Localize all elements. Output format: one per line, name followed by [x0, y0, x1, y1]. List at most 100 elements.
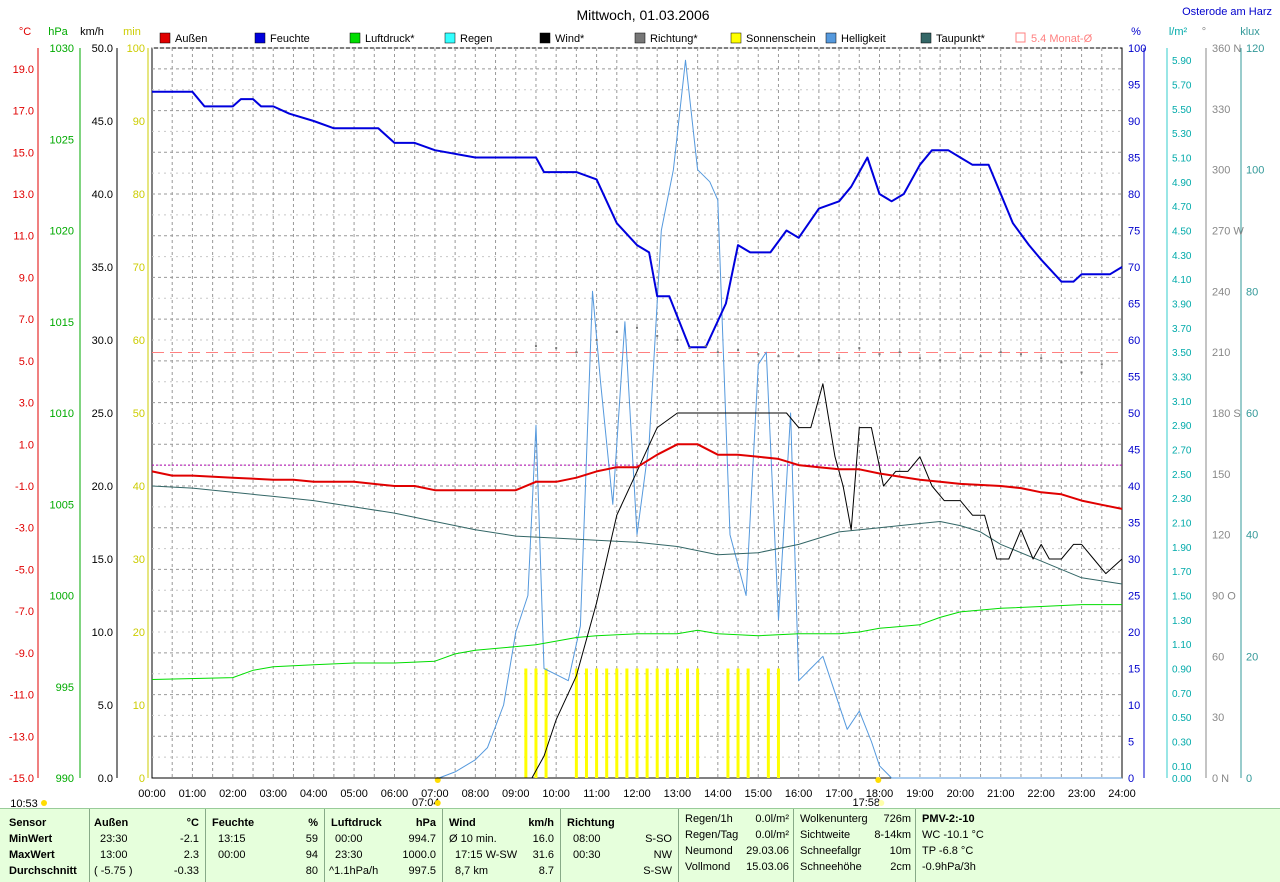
hpa-tick-label: 1025 [50, 134, 74, 146]
time-tick-label: 15:00 [744, 788, 772, 800]
time-tick-label: 22:00 [1027, 788, 1055, 800]
deg-tick-label: 150 [1212, 469, 1230, 481]
stats-time: 23:30 [100, 833, 128, 845]
temp-tick-label: -7.0 [15, 606, 34, 618]
stats-value: 1000.0 [402, 849, 436, 861]
deg-tick-label: 360 N [1212, 43, 1241, 55]
sunshine-bar [534, 668, 538, 778]
pct-tick-label: 80 [1128, 189, 1140, 201]
stats-label: Schneefallgr [800, 845, 862, 857]
stats-feuchte: Feuchte % 13:15 59 00:00 94 80 [205, 809, 324, 882]
direction-point [757, 353, 760, 356]
temp-tick-label: 17.0 [13, 106, 34, 118]
pct-tick-label: 55 [1128, 372, 1140, 384]
stats-unit: km/h [528, 817, 554, 829]
lm2-tick-label: 4.50 [1172, 227, 1192, 238]
min-tick-label: 0 [139, 773, 145, 785]
direction-point [858, 347, 861, 350]
direction-point [939, 359, 942, 362]
stats-panel: Sensor MinWert MaxWert Durchschnitt Auße… [0, 808, 1280, 882]
temp-tick-label: 11.0 [13, 231, 34, 243]
legend-swatch [159, 32, 171, 44]
legend-label: 5.4 Monat-Ø [1031, 33, 1093, 45]
pct-tick-label: 50 [1128, 408, 1140, 420]
pct-tick-label: 70 [1128, 262, 1140, 274]
deg-tick-label: 330 [1212, 104, 1230, 116]
pct-tick-label: 85 [1128, 153, 1140, 165]
legend-swatch [349, 32, 361, 44]
axis-unit-label: hPa [48, 26, 68, 38]
min-tick-label: 40 [133, 481, 145, 493]
stats-unit: % [308, 817, 318, 829]
stats-value: 10m [889, 845, 911, 857]
stats-regen: Regen/1h 0.0l/m² Regen/Tag 0.0l/m² Neumo… [678, 809, 793, 882]
pct-tick-label: 45 [1128, 445, 1140, 457]
direction-point [918, 357, 921, 360]
lm2-tick-label: 2.10 [1172, 519, 1192, 530]
sunshine-bar [766, 668, 770, 778]
stats-label: Regen/1h [685, 813, 733, 825]
lm2-tick-label: 2.50 [1172, 470, 1192, 481]
direction-point [534, 345, 537, 348]
stats-value: 994.7 [408, 833, 436, 845]
klux-tick-label: 100 [1246, 165, 1264, 177]
legend-label: Feuchte [270, 33, 310, 45]
hpa-tick-label: 1015 [50, 317, 74, 329]
direction-point [636, 326, 638, 329]
stats-value: 31.6 [532, 849, 554, 861]
deg-tick-label: 30 [1212, 712, 1224, 724]
legend-label: Sonnenschein [746, 33, 816, 45]
sunshine-bar [645, 668, 649, 778]
temp-tick-label: 19.0 [13, 64, 34, 76]
sunshine-bar [675, 668, 679, 778]
hpa-tick-label: 1030 [50, 43, 74, 55]
sunshine-bar [686, 668, 690, 778]
stats-value: 16.0 [532, 833, 554, 845]
deg-tick-label: 180 S [1212, 408, 1241, 420]
time-tick-label: 00:00 [138, 788, 166, 800]
legend-swatch [444, 32, 456, 44]
time-tick-label: 10:00 [542, 788, 570, 800]
sunshine-bar [544, 668, 548, 778]
temp-tick-label: 13.0 [13, 189, 34, 201]
sunshine-bar [625, 668, 629, 778]
dewpoint-line [151, 485, 1123, 585]
stats-row-label: MaxWert [9, 849, 55, 861]
stats-label: Schneehöhe [800, 861, 862, 873]
stats-row-label: MinWert [9, 833, 53, 845]
axis-unit-label: min [123, 26, 141, 38]
lm2-tick-label: 0.00 [1172, 774, 1192, 785]
sunshine-bar [665, 668, 669, 778]
direction-point [838, 357, 841, 360]
deg-tick-label: 60 [1212, 651, 1224, 663]
axis-unit-label: °C [19, 26, 31, 38]
legend-label: Taupunkt* [936, 33, 986, 45]
hpa-tick-label: 1000 [50, 591, 74, 603]
pct-tick-label: 100 [1128, 43, 1146, 55]
temp-tick-label: -5.0 [15, 564, 34, 576]
direction-point [797, 355, 800, 358]
sunshine-bar [595, 668, 599, 778]
legend-label: Regen [460, 33, 492, 45]
pct-tick-label: 20 [1128, 627, 1140, 639]
sunset-marker [875, 777, 882, 783]
stats-value: 8.7 [538, 865, 554, 877]
min-tick-label: 30 [133, 554, 145, 566]
chart-legend: Außen Feuchte Luftdruck* Regen Wind* Richtung… [159, 32, 1093, 45]
sunshine-bar [696, 668, 700, 778]
kmh-tick-label: 20.0 [92, 481, 113, 493]
stats-time: ^1.1hPa/h [329, 865, 379, 877]
stats-time: 23:30 [335, 849, 363, 861]
min-tick-label: 90 [133, 116, 145, 128]
lm2-tick-label: 3.50 [1172, 348, 1192, 359]
klux-tick-label: 60 [1246, 408, 1258, 420]
hpa-tick-label: 990 [56, 773, 74, 785]
time-tick-label: 20:00 [947, 788, 975, 800]
humidity-line [152, 90, 1123, 349]
hpa-tick-label: 1010 [50, 408, 74, 420]
lm2-tick-label: 5.50 [1172, 105, 1192, 116]
pct-tick-label: 90 [1128, 116, 1140, 128]
stats-pmv-line: TP -6.8 °C [922, 845, 974, 857]
pct-tick-label: 15 [1128, 664, 1140, 676]
legend-label: Außen [175, 33, 207, 45]
